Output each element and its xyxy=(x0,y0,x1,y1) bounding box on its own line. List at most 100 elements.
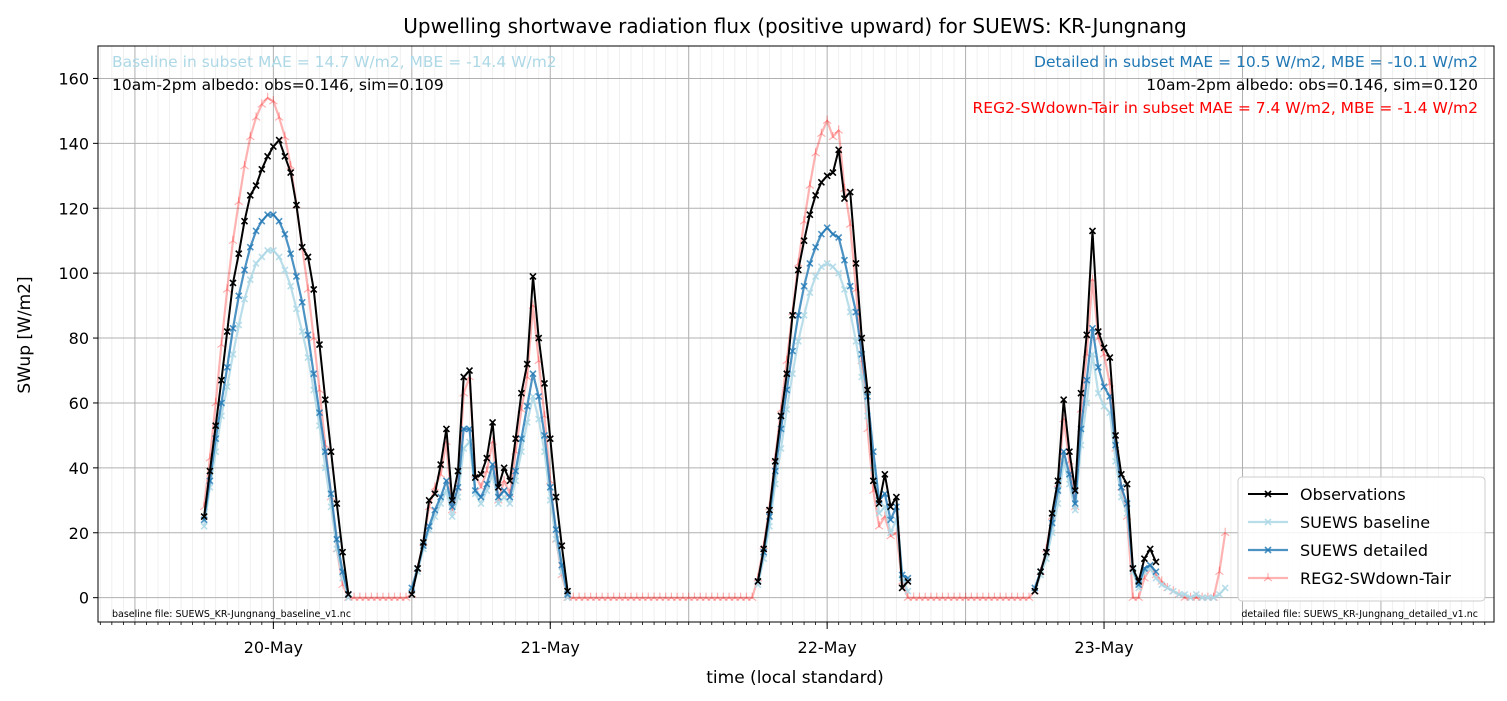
data-point xyxy=(1264,518,1272,526)
data-point xyxy=(448,512,456,521)
data-point xyxy=(609,592,619,602)
data-point xyxy=(829,263,837,271)
data-point xyxy=(1083,331,1091,339)
data-point xyxy=(378,592,388,602)
data-point xyxy=(852,337,860,345)
data-point xyxy=(269,143,277,151)
data-point xyxy=(649,592,659,602)
data-point xyxy=(1128,592,1138,602)
series-baseline xyxy=(200,246,1229,602)
data-point xyxy=(788,311,797,319)
data-point xyxy=(869,477,877,485)
data-point xyxy=(603,592,613,602)
data-point xyxy=(852,308,860,316)
data-point xyxy=(835,233,843,242)
data-point xyxy=(1263,573,1273,582)
data-point xyxy=(552,525,560,534)
data-point xyxy=(771,457,779,465)
data-point xyxy=(638,592,647,602)
data-point xyxy=(874,521,884,530)
detailed-file-text: detailed file: SUEWS_KR-Jungnang_detaile… xyxy=(1241,609,1478,620)
series-line-observations xyxy=(203,139,350,595)
data-point xyxy=(835,146,843,154)
x-axis: 20-May 21-May 22-May 23-May xyxy=(99,622,1486,657)
data-point xyxy=(1037,568,1045,576)
data-point xyxy=(500,487,508,495)
data-point xyxy=(229,279,237,287)
data-point xyxy=(489,461,497,469)
data-point xyxy=(1220,527,1230,537)
data-point xyxy=(228,235,238,245)
data-point xyxy=(1100,383,1108,391)
data-point xyxy=(938,592,947,602)
data-point xyxy=(240,161,249,170)
data-point xyxy=(477,470,485,478)
data-point xyxy=(414,564,422,573)
data-point xyxy=(881,490,889,498)
data-point xyxy=(574,592,584,602)
data-point xyxy=(321,396,329,404)
data-point xyxy=(529,272,537,280)
data-point xyxy=(275,217,283,225)
data-point xyxy=(811,148,820,157)
data-point xyxy=(425,496,433,504)
data-point xyxy=(823,259,831,267)
data-point xyxy=(535,334,543,342)
data-point xyxy=(367,592,376,602)
data-point xyxy=(442,425,450,433)
data-point xyxy=(805,180,815,190)
data-point xyxy=(494,499,502,508)
data-point xyxy=(264,152,272,160)
data-point xyxy=(1146,561,1154,569)
data-point xyxy=(275,253,283,261)
data-point xyxy=(1152,574,1160,582)
data-point xyxy=(1215,566,1224,576)
data-point xyxy=(592,592,601,602)
x-tick-label: 22-May xyxy=(798,638,857,657)
data-point xyxy=(229,324,237,332)
data-point xyxy=(846,282,854,290)
detailed-stats-text: Detailed in subset MAE = 10.5 W/m2, MBE … xyxy=(1034,53,1478,71)
data-point xyxy=(390,592,399,602)
data-point xyxy=(794,266,802,274)
data-point xyxy=(477,499,485,508)
data-point xyxy=(586,592,595,602)
data-point xyxy=(246,276,254,284)
data-point xyxy=(512,435,520,443)
data-point xyxy=(264,246,272,255)
data-point xyxy=(235,292,243,300)
data-point xyxy=(955,592,965,602)
series-line-detailed xyxy=(203,213,350,595)
data-point xyxy=(333,499,341,508)
data-point xyxy=(1152,558,1160,566)
y-tick-label: 60 xyxy=(69,394,89,413)
data-point xyxy=(695,592,705,602)
data-point xyxy=(887,529,895,537)
data-point xyxy=(264,211,272,219)
data-point xyxy=(754,577,762,586)
y-axis-label: SWup [W/m2] xyxy=(15,276,35,393)
data-point xyxy=(1264,490,1272,498)
data-point xyxy=(489,418,497,426)
data-point xyxy=(904,587,912,595)
data-point xyxy=(817,263,825,271)
data-point xyxy=(829,168,837,177)
data-point xyxy=(494,493,502,501)
legend: Observations SUEWS baseline SUEWS detailed… xyxy=(1237,476,1486,602)
data-point xyxy=(806,289,814,297)
data-point xyxy=(713,592,722,602)
data-point xyxy=(1181,590,1189,598)
data-point xyxy=(298,243,306,251)
data-point xyxy=(535,392,543,401)
data-point xyxy=(1123,480,1131,488)
data-point xyxy=(1048,509,1056,517)
data-point xyxy=(280,131,290,141)
data-point xyxy=(835,269,843,277)
data-point xyxy=(448,496,456,504)
data-point xyxy=(529,392,537,401)
data-point xyxy=(823,172,831,180)
data-point xyxy=(661,592,670,602)
data-point xyxy=(846,308,854,316)
data-point xyxy=(632,592,642,602)
data-point xyxy=(287,168,295,177)
